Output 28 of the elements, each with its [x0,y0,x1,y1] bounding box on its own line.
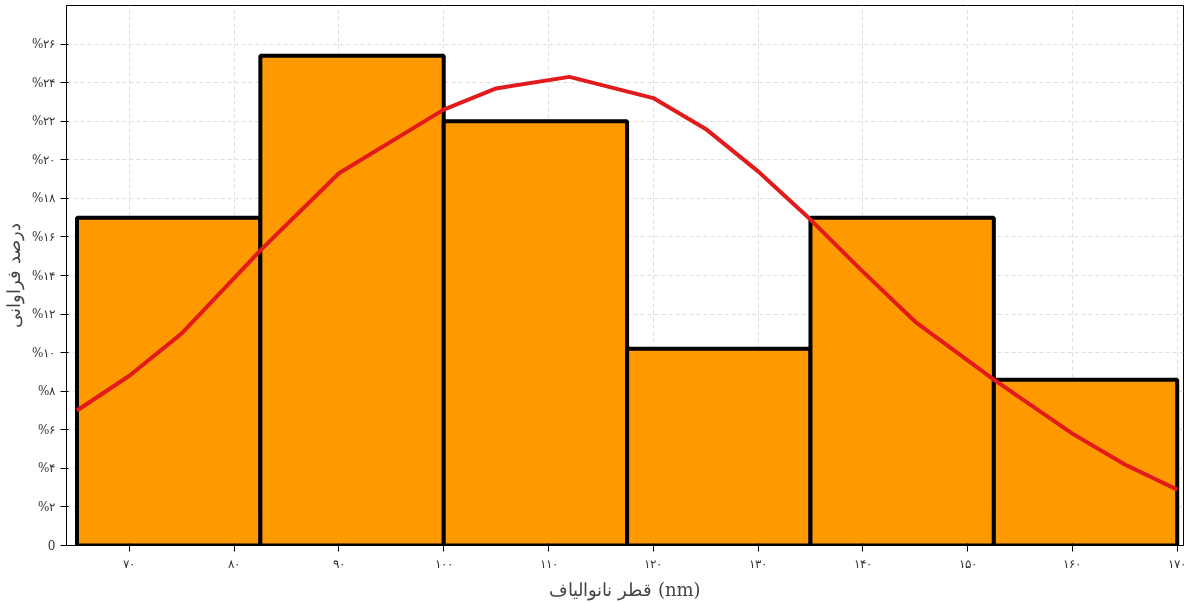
y-tick-label: %۸ [38,384,57,399]
x-tick-label: ۱۷۰ [1168,556,1187,571]
x-tick-label: ۱۲۰ [644,556,663,571]
x-tick-label: ۱۱۰ [539,556,558,571]
x-axis-title: قطر نانوالیاف (nm) [549,578,701,601]
y-tick-label: %۴ [38,461,56,476]
y-tick-label: %۲۲ [32,114,56,129]
x-tick-label: ۱۵۰ [958,556,977,571]
y-tick-label: 0 [47,538,56,553]
y-tick-label: %۲ [38,499,56,514]
x-tick-label: ۸۰ [228,556,241,571]
x-tick-label: ۹۰ [332,556,345,571]
y-axis-title: درصد فراوانی [3,223,26,328]
y-tick-label: %۲۶ [32,37,56,52]
y-tick-label: %۱۲ [32,307,56,322]
x-tick-label: ۱۰۰ [434,556,453,571]
y-tick-label: %۱۶ [32,229,56,244]
x-tick-label: ۷۰ [123,556,136,571]
x-tick-label: ۱۴۰ [853,556,872,571]
y-tick-label: %۱۰ [32,345,56,360]
y-tick-label: %۱۸ [32,191,57,206]
x-tick-label: ۱۳۰ [749,556,768,571]
y-tick-label: %۱۴ [32,268,56,283]
y-tick-label: %۶ [38,422,56,437]
y-tick-label: %۲۰ [32,152,56,167]
line-series [74,74,1180,492]
x-tick-label: ۱۶۰ [1063,556,1082,571]
y-tick-label: %۲۴ [32,75,56,90]
